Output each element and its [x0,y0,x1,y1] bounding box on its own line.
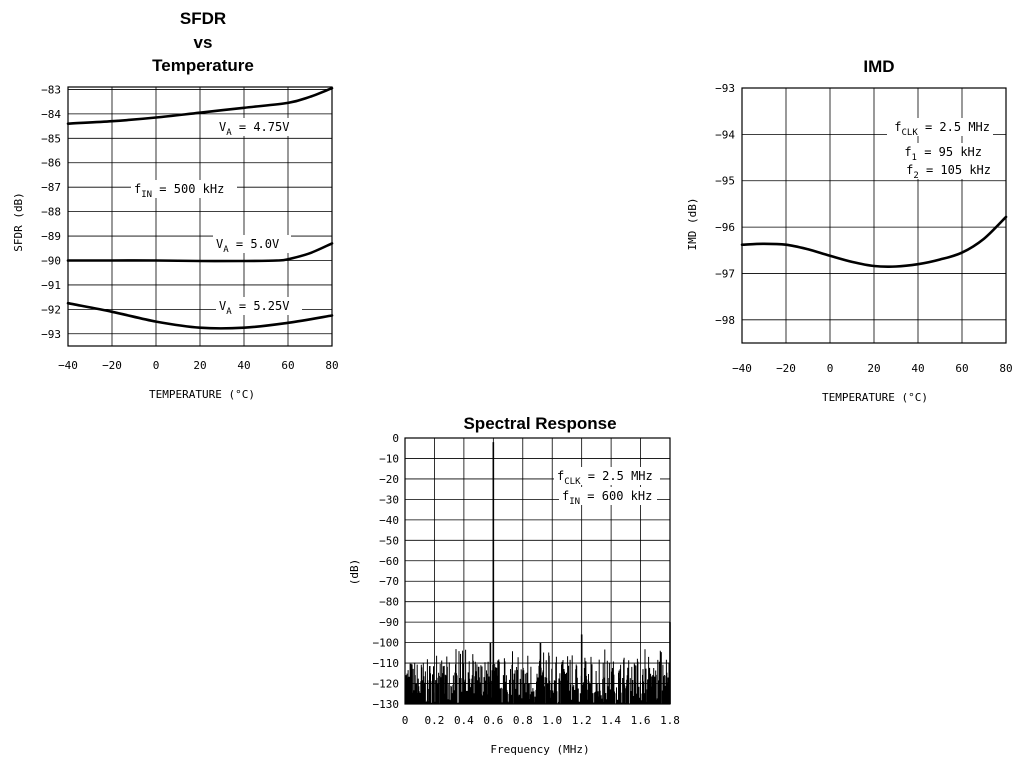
imd-annotation-f2-bg [898,161,994,179]
sfdr-annotation-va-50: VA = 5.0V [216,237,279,255]
spectral-x-tick-label: 1.0 [542,714,562,727]
sfdr-annotation-fin-bg [131,180,237,198]
spectral-y-tick-label: −120 [373,678,400,691]
spectral-title: Spectral Response [463,414,616,433]
sfdr-title-line-3: Temperature [152,56,254,75]
imd-plot-frame [741,87,1007,344]
spectral-y-axis-label: (dB) [348,559,361,586]
spectral-y-tick-label: −130 [373,698,400,711]
spectral-annotation-fin: fIN = 600 kHz [562,489,652,507]
spectral-chart: Spectral Response Frequency (MHz) (dB) 0… [348,414,680,756]
sfdr-annotation-va-50-bg [213,235,291,253]
sfdr-x-axis-label: TEMPERATURE (°C) [149,388,255,401]
spectral-x-axis-label: Frequency (MHz) [490,743,589,756]
spectral-x-tick-label: 1.8 [660,714,680,727]
imd-annotation-f2: f2 = 105 kHz [906,163,991,181]
imd-x-tick-label: 40 [911,362,924,375]
imd-y-tick-label: −97 [715,267,735,280]
sfdr-annotation-va-525: VA = 5.25V [219,299,289,317]
spectral-x-tick-label: 1.4 [601,714,621,727]
spectral-annotation-fin-bg [559,487,657,505]
sfdr-series-line-0 [66,86,334,125]
sfdr-x-tick-label: 20 [193,359,206,372]
sfdr-annotation-va-475: VA = 4.75V [219,120,289,138]
spectral-x-tick-label: 0 [402,714,409,727]
imd-x-tick-label: 80 [999,362,1012,375]
sfdr-y-tick-label: −84 [41,108,61,121]
imd-annotation-fclk: fCLK = 2.5 MHz [894,120,990,138]
spectral-y-tick-label: −50 [379,534,399,547]
sfdr-annotation-fin: fIN = 500 kHz [134,182,224,200]
imd-y-tick-label: −98 [715,314,735,327]
imd-annotation-f1-bg [899,143,985,161]
sfdr-y-tick-label: −89 [41,230,61,243]
imd-x-tick-label: 20 [867,362,880,375]
sfdr-y-tick-label: −83 [41,83,61,96]
sfdr-title-line-1: SFDR [180,9,226,28]
imd-series-line-0 [740,215,1008,268]
sfdr-x-tick-label: 0 [153,359,160,372]
imd-y-tick-label: −94 [715,128,735,141]
sfdr-y-tick-label: −87 [41,181,61,194]
imd-y-tick-label: −95 [715,175,735,188]
imd-x-tick-label: 0 [827,362,834,375]
imd-y-axis-label: IMD (dB) [686,198,699,251]
spectral-x-tick-label: 1.6 [631,714,651,727]
spectral-y-tick-label: −20 [379,473,399,486]
spectral-x-tick-label: 0.2 [425,714,445,727]
imd-x-axis-label: TEMPERATURE (°C) [822,391,928,404]
spectral-y-tick-label: −100 [373,637,400,650]
sfdr-y-tick-label: −90 [41,254,61,267]
spectral-y-tick-label: 0 [392,432,399,445]
spectral-x-tick-label: 0.4 [454,714,474,727]
imd-x-tick-label: 60 [955,362,968,375]
spectral-y-tick-label: −70 [379,575,399,588]
sfdr-series-line-1 [66,242,334,263]
imd-annotation-f1: f1 = 95 kHz [904,145,982,163]
sfdr-x-tick-label: 40 [237,359,250,372]
sfdr-chart: SFDR vs Temperature TEMPERATURE (°C) SFD… [12,9,339,401]
sfdr-y-tick-label: −93 [41,328,61,341]
imd-x-tick-label: −40 [732,362,752,375]
spectral-y-tick-label: −90 [379,616,399,629]
spectral-noise-floor [405,649,671,704]
imd-chart: IMD TEMPERATURE (°C) IMD (dB) −40 −20 0 20 4… [686,57,1013,404]
spectral-y-tick-label: −40 [379,514,399,527]
sfdr-series-line-2 [66,301,334,330]
sfdr-y-tick-label: −91 [41,279,61,292]
spectral-y-tick-label: −10 [379,452,399,465]
sfdr-y-tick-label: −92 [41,303,61,316]
imd-y-tick-label: −93 [715,82,735,95]
sfdr-annotation-va-475-bg [216,118,302,136]
sfdr-y-tick-label: −88 [41,206,61,219]
sfdr-plot-frame [67,86,333,347]
spectral-annotation-fclk-bg [554,467,660,485]
sfdr-x-tick-label: 80 [325,359,338,372]
spectral-x-tick-label: 0.8 [513,714,533,727]
sfdr-x-tick-label: 60 [281,359,294,372]
spectral-x-tick-label: 0.6 [483,714,503,727]
imd-y-tick-label: −96 [715,221,735,234]
sfdr-annotation-va-525-bg [216,297,302,315]
sfdr-x-tick-label: −40 [58,359,78,372]
spectral-y-tick-label: −110 [373,657,400,670]
spectral-annotation-fclk: fCLK = 2.5 MHz [557,469,653,487]
sfdr-y-tick-label: −85 [41,132,61,145]
spectral-y-tick-label: −30 [379,493,399,506]
spectral-y-tick-label: −80 [379,596,399,609]
spectral-y-tick-label: −60 [379,555,399,568]
sfdr-title-line-2: vs [194,33,213,52]
imd-title: IMD [863,57,894,76]
imd-annotation-fclk-bg [887,118,993,136]
sfdr-x-tick-label: −20 [102,359,122,372]
sfdr-y-axis-label: SFDR (dB) [12,192,25,252]
sfdr-y-tick-label: −86 [41,157,61,170]
imd-x-tick-label: −20 [776,362,796,375]
spectral-x-tick-label: 1.2 [572,714,592,727]
